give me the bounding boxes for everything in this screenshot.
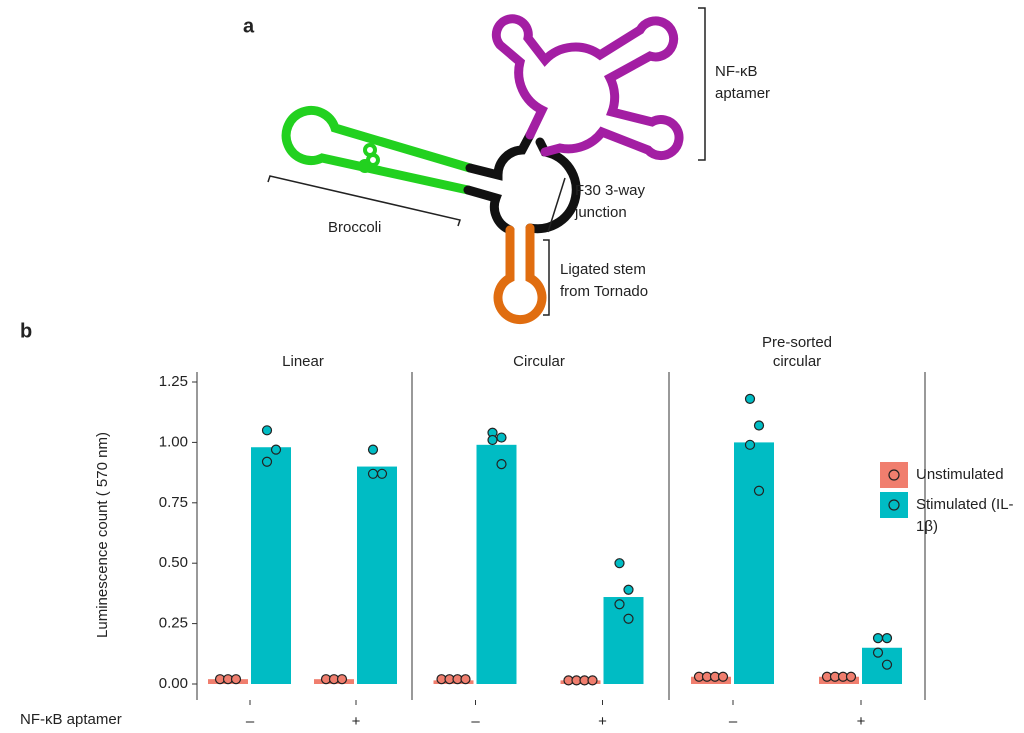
panel-title: Pre-sorted circular	[761, 334, 833, 370]
data-point	[623, 613, 634, 624]
data-point	[367, 468, 379, 479]
junction	[463, 130, 581, 235]
bracket	[698, 7, 706, 161]
data-point	[496, 459, 507, 470]
legend-swatch	[880, 492, 908, 518]
bar	[819, 676, 859, 684]
rna-diagram	[281, 14, 684, 325]
x-tick-label: +	[857, 713, 866, 730]
data-point	[487, 434, 498, 446]
bracket	[547, 177, 566, 233]
x-axis-label: NF-κB aptamer	[20, 711, 122, 728]
nfkb-aptamer	[491, 14, 684, 161]
data-point	[881, 659, 893, 670]
data-point	[460, 674, 471, 685]
data-point	[614, 599, 625, 610]
data-point	[872, 632, 884, 644]
bracket	[267, 175, 461, 227]
data-point	[845, 671, 857, 682]
data-point	[376, 468, 388, 479]
bar	[251, 447, 291, 684]
y-tick-label: 0.50	[159, 554, 188, 571]
y-axis-label: Luminescence count ( 570 nm)	[94, 432, 111, 638]
x-tick-label: –	[471, 713, 480, 730]
x-tick-label: –	[729, 713, 738, 730]
bracket	[543, 239, 550, 316]
broccoli-arm	[281, 105, 475, 195]
legend-label: Unstimulated	[916, 466, 1004, 483]
panel-title: Linear	[282, 353, 324, 370]
y-tick-label: 0.75	[159, 494, 188, 511]
data-point	[230, 674, 242, 685]
brackets	[267, 7, 706, 316]
data-point	[744, 393, 756, 405]
panel-label: a	[243, 15, 255, 37]
bar	[476, 444, 517, 684]
tornado-stem	[493, 223, 547, 325]
data-point	[367, 444, 379, 455]
y-tick-label: 0.00	[159, 675, 188, 692]
data-point	[496, 432, 507, 443]
panel-title: Circular	[513, 353, 565, 370]
x-tick-label: +	[352, 713, 361, 730]
label: F30 3-way	[575, 182, 646, 199]
legend-label: Stimulated (IL-1β)	[916, 496, 1014, 535]
x-tick-label: +	[598, 713, 607, 730]
legend-marker	[888, 469, 900, 481]
legend-marker	[888, 499, 900, 511]
data-point	[717, 671, 729, 682]
y-tick-label: 0.25	[159, 615, 188, 632]
label: NF-κB	[715, 63, 758, 80]
data-point	[587, 675, 598, 686]
x-tick-label: –	[246, 713, 255, 730]
bar	[734, 442, 774, 684]
data-point	[261, 425, 273, 436]
label: from Tornado	[560, 283, 648, 300]
legend-swatch	[880, 462, 908, 488]
label: Broccoli	[328, 219, 381, 236]
bar	[691, 676, 731, 684]
broccoli-loop	[358, 159, 372, 173]
bar	[603, 597, 644, 684]
data-point	[872, 647, 884, 658]
data-point	[623, 584, 634, 595]
data-point	[270, 444, 282, 455]
y-tick-label: 1.00	[159, 433, 188, 450]
data-point	[753, 485, 765, 496]
label: Ligated stem	[560, 261, 646, 278]
bar	[357, 466, 397, 684]
label: junction	[574, 204, 627, 221]
panel-label: b	[20, 320, 32, 342]
data-point	[614, 558, 625, 569]
y-tick-label: 1.25	[159, 373, 188, 390]
label: aptamer	[715, 85, 770, 102]
data-point	[744, 439, 756, 450]
data-point	[881, 632, 893, 644]
data-point	[261, 456, 273, 467]
data-point	[753, 420, 765, 431]
data-point	[336, 674, 348, 685]
